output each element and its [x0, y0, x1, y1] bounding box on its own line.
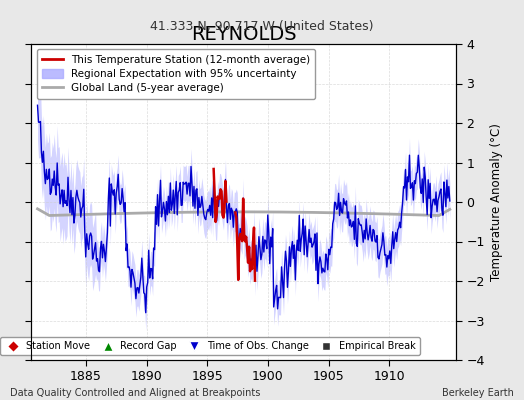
Legend: Station Move, Record Gap, Time of Obs. Change, Empirical Break: Station Move, Record Gap, Time of Obs. C… [0, 337, 420, 355]
Title: REYNOLDS: REYNOLDS [191, 25, 297, 44]
Text: Berkeley Earth: Berkeley Earth [442, 388, 514, 398]
Y-axis label: Temperature Anomaly (°C): Temperature Anomaly (°C) [490, 123, 503, 281]
Text: 41.333 N, 90.717 W (United States): 41.333 N, 90.717 W (United States) [150, 20, 374, 33]
Text: Data Quality Controlled and Aligned at Breakpoints: Data Quality Controlled and Aligned at B… [10, 388, 261, 398]
